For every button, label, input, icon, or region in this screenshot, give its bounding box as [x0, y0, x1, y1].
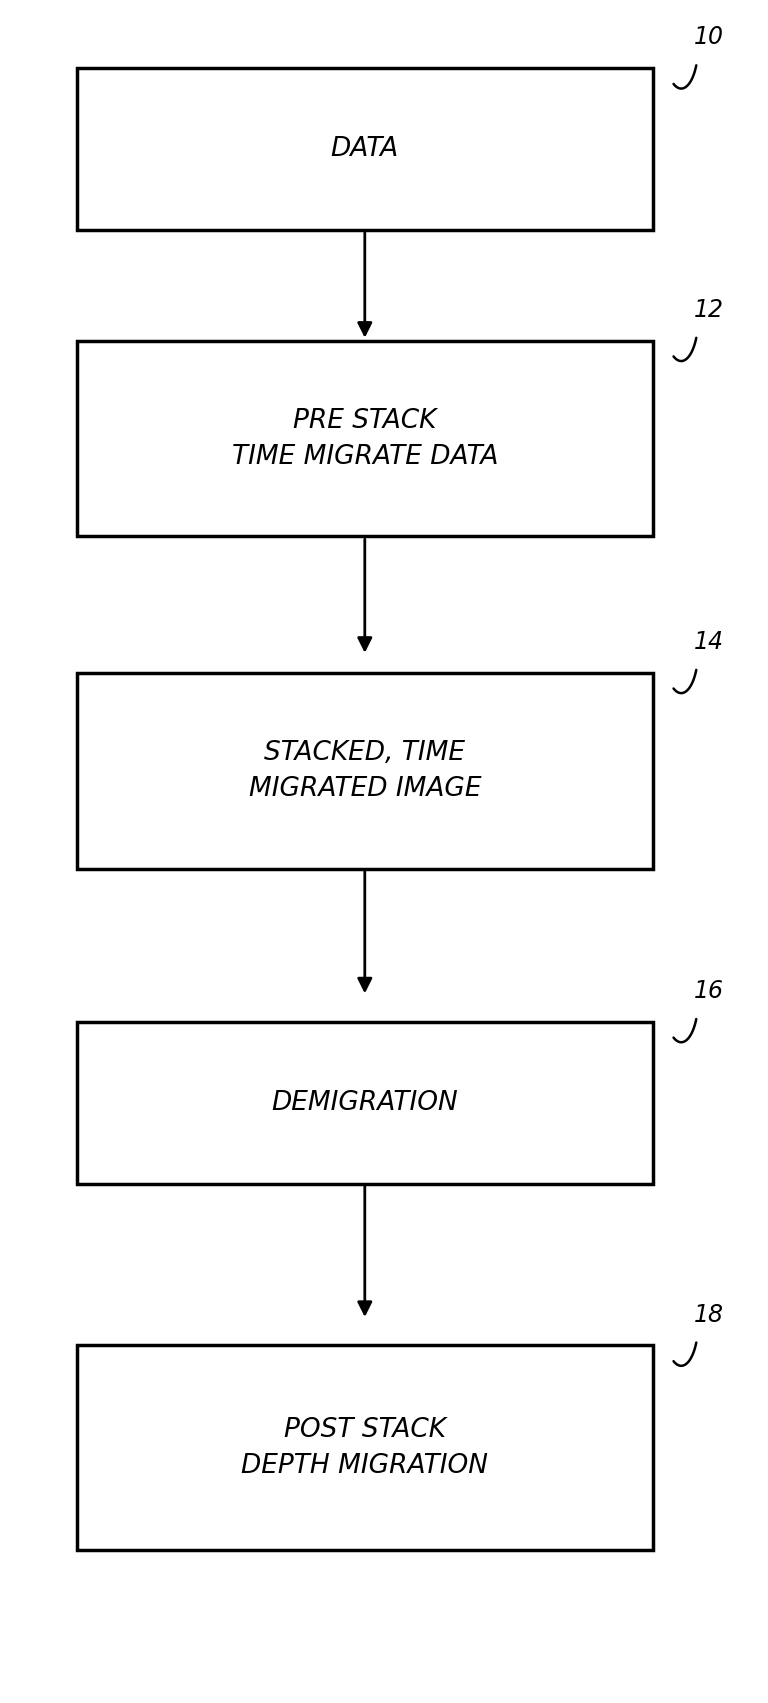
Text: 12: 12 [694, 298, 723, 322]
Bar [77, 673, 653, 869]
Text: STACKED, TIME
MIGRATED IMAGE: STACKED, TIME MIGRATED IMAGE [249, 739, 481, 802]
Text: 18: 18 [694, 1303, 723, 1327]
Bar [77, 1022, 653, 1184]
Text: 10: 10 [694, 26, 723, 49]
Text: 14: 14 [694, 630, 723, 654]
Text: POST STACK
DEPTH MIGRATION: POST STACK DEPTH MIGRATION [241, 1417, 488, 1478]
Bar [77, 1345, 653, 1550]
Text: DATA: DATA [331, 136, 399, 162]
Bar [77, 68, 653, 230]
Text: DEMIGRATION: DEMIGRATION [271, 1090, 458, 1115]
Text: 16: 16 [694, 979, 723, 1003]
Text: PRE STACK
TIME MIGRATE DATA: PRE STACK TIME MIGRATE DATA [232, 407, 498, 470]
Bar [77, 341, 653, 536]
